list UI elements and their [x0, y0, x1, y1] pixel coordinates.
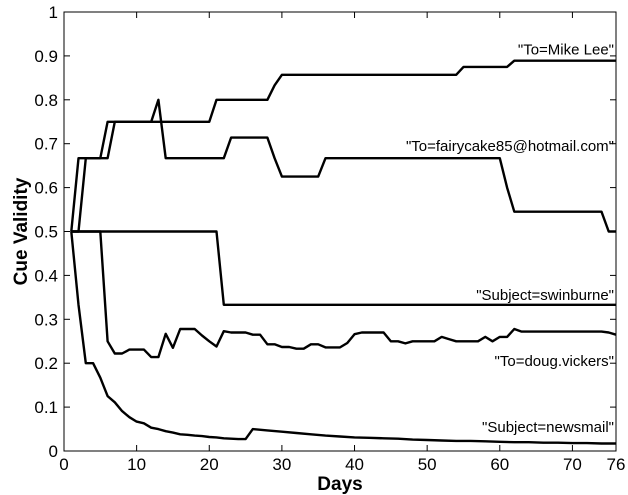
series-label-4: "To=doug.vickers"	[495, 353, 614, 370]
x-tick-label: 30	[272, 455, 291, 474]
y-tick-label: 0.4	[34, 266, 58, 285]
y-tick-label: 0.9	[34, 47, 58, 66]
y-tick-label: 0.7	[34, 135, 58, 154]
y-tick-label: 0.1	[34, 398, 58, 417]
series-line-5	[70, 231, 616, 445]
series-lines	[70, 59, 617, 445]
y-tick-label: 0.3	[34, 310, 58, 329]
x-tick-label: 70	[563, 455, 582, 474]
series-label-2: "To=fairycake85@hotmail.com"	[406, 138, 614, 155]
y-tick-label: 0.6	[34, 179, 58, 198]
series-line-2	[71, 98, 616, 233]
y-tick-labels: 0 0.1 0.2 0.3 0.4 0.5 0.6 0.7 0.8 0.9 1	[34, 3, 58, 461]
series-label-5: "Subject=newsmail"	[482, 419, 614, 436]
x-tick-label: 20	[200, 455, 219, 474]
series-line-3	[71, 230, 616, 306]
series-annotations: "To=Mike Lee" "To=fairycake85@hotmail.com…	[406, 41, 614, 436]
axis-ticks	[63, 11, 617, 452]
y-tick-label: 1	[49, 3, 58, 22]
y-tick-label: 0.8	[34, 91, 58, 110]
y-tick-label: 0	[49, 442, 58, 461]
x-tick-label: 40	[345, 455, 364, 474]
x-axis-title: Days	[317, 474, 362, 495]
x-tick-labels: 0 10 20 30 40 50 60 70 76	[59, 455, 625, 474]
x-tick-label: 0	[59, 455, 68, 474]
x-tick-label: 60	[490, 455, 509, 474]
series-line-4	[71, 230, 617, 359]
x-tick-label: 50	[418, 455, 437, 474]
y-tick-label: 0.5	[34, 223, 58, 242]
y-axis-title: Cue Validity	[11, 177, 32, 285]
y-tick-label: 0.2	[34, 354, 58, 373]
series-label-3: "Subject=swinburne"	[476, 287, 614, 304]
x-tick-label: 10	[127, 455, 146, 474]
x-tick-label: 76	[607, 455, 626, 474]
series-label-1: "To=Mike Lee"	[518, 41, 614, 58]
